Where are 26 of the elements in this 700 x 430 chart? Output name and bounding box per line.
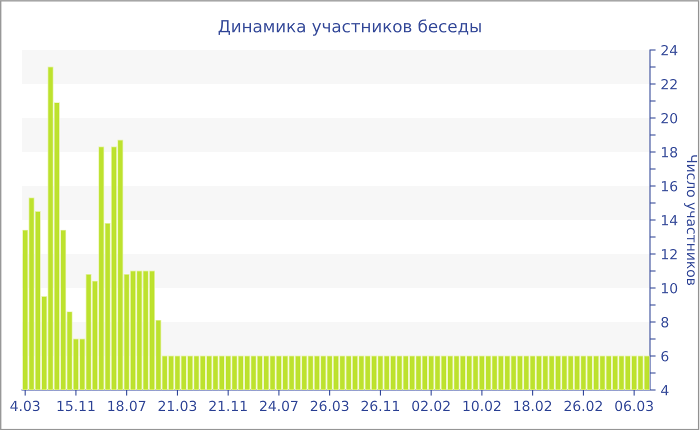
x-tick-label: 26.02 xyxy=(564,400,602,412)
chart-title: Динамика участников беседы xyxy=(218,19,481,36)
y-tick-label: 8 xyxy=(661,316,668,328)
x-tick-label: 26.11 xyxy=(362,400,399,412)
y-tick-label: 4 xyxy=(661,385,668,396)
y-tick-label: 24 xyxy=(661,44,678,56)
x-tick-label: 26.03 xyxy=(310,400,348,412)
y-tick-label: 6 xyxy=(661,350,668,362)
y-tick-label: 12 xyxy=(662,248,677,260)
x-tick-label: 24.07 xyxy=(260,400,298,412)
y-tick-label: 18 xyxy=(662,146,678,158)
x-tick-label: 06.03 xyxy=(615,400,653,412)
x-tick-label: 21.11 xyxy=(209,400,247,411)
x-tick-label: 18.02 xyxy=(514,400,552,412)
y-tick-label: 20 xyxy=(661,112,678,124)
y-axis-title: Число участников xyxy=(684,155,698,286)
x-tick-label: 21.03 xyxy=(158,400,196,412)
x-tick-label: 18.07 xyxy=(108,400,146,412)
x-tick-label: 15.11 xyxy=(58,400,95,412)
x-tick-label: 02.02 xyxy=(412,400,450,412)
x-tick-label: 4.03 xyxy=(10,400,40,412)
y-tick-label: 22 xyxy=(661,78,677,90)
x-tick-label: 10.02 xyxy=(464,400,500,412)
y-tick-label: 14 xyxy=(662,215,678,226)
y-tick-label: 10 xyxy=(662,282,678,294)
y-tick-label: 16 xyxy=(662,180,678,192)
